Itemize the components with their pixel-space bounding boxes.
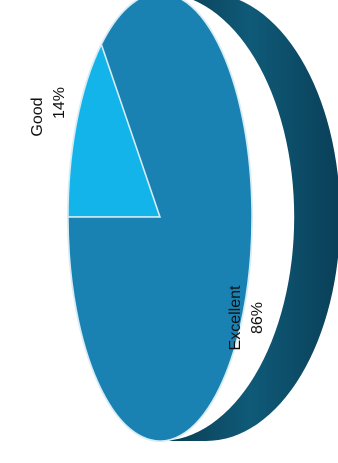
label-excellent-name: Excellent (227, 285, 244, 350)
label-excellent-percent: 86% (249, 302, 266, 334)
pie-slice-excellent (67, 0, 253, 442)
pie-slice-good (67, 42, 162, 218)
label-good-name: Good (29, 97, 46, 136)
label-good-percent: 14% (51, 87, 68, 119)
pie-side (160, 0, 338, 441)
